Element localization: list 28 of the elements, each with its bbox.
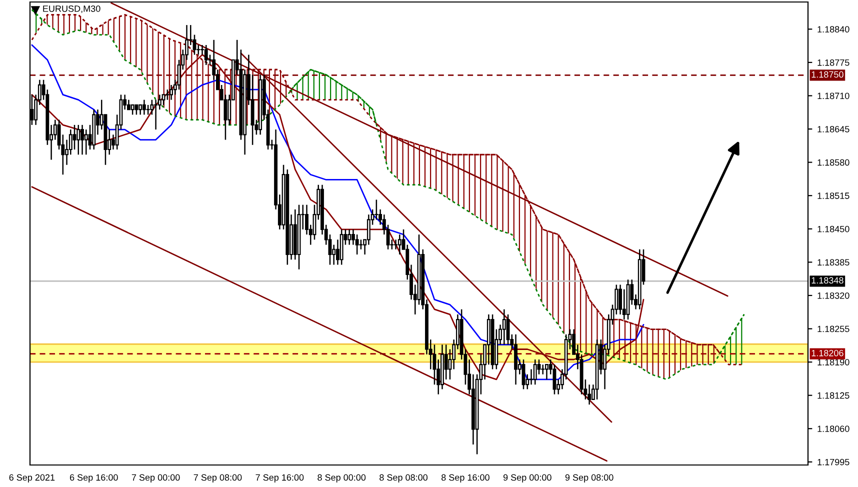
y-tick-label: 1.18255 [818, 326, 850, 332]
x-tick-label: 9 Sep 00:00 [503, 474, 552, 482]
y-tick-label: 1.18190 [818, 359, 850, 366]
x-tick-label: 7 Sep 08:00 [194, 474, 242, 482]
y-tick-label: 1.18125 [818, 392, 850, 399]
x-tick-label: 6 Sep 2021 [9, 474, 55, 482]
chart-title: EURUSD,M30 [43, 5, 100, 13]
y-tick-label: 1.18060 [818, 426, 850, 432]
y-tick-label: 1.18450 [818, 226, 850, 232]
y-tick-label: 1.18710 [818, 92, 850, 100]
y-tick-label: 1.18775 [818, 59, 850, 66]
ref-line-label: 1.18206 [812, 350, 844, 356]
y-tick-label: 1.18840 [818, 26, 850, 33]
x-tick-label: 6 Sep 16:00 [70, 474, 118, 482]
x-tick-label: 9 Sep 08:00 [565, 474, 614, 482]
y-tick-label: 1.18515 [818, 192, 850, 199]
y-tick-label: 1.18580 [818, 159, 850, 166]
x-tick-label: 7 Sep 00:00 [132, 474, 180, 482]
x-tick-label: 7 Sep 16:00 [256, 474, 304, 482]
x-tick-label: 8 Sep 08:00 [380, 474, 428, 482]
y-tick-label: 1.18645 [818, 126, 850, 132]
x-tick-label: 8 Sep 00:00 [318, 474, 366, 482]
y-tick-label: 1.18320 [818, 292, 850, 299]
ref-line-label: 1.18348 [812, 277, 844, 284]
ref-line-label: 1.18750 [812, 71, 844, 78]
x-tick-label: 8 Sep 16:00 [441, 474, 490, 482]
y-tick-label: 1.18385 [818, 259, 850, 266]
y-tick-label: 1.17995 [818, 458, 850, 466]
